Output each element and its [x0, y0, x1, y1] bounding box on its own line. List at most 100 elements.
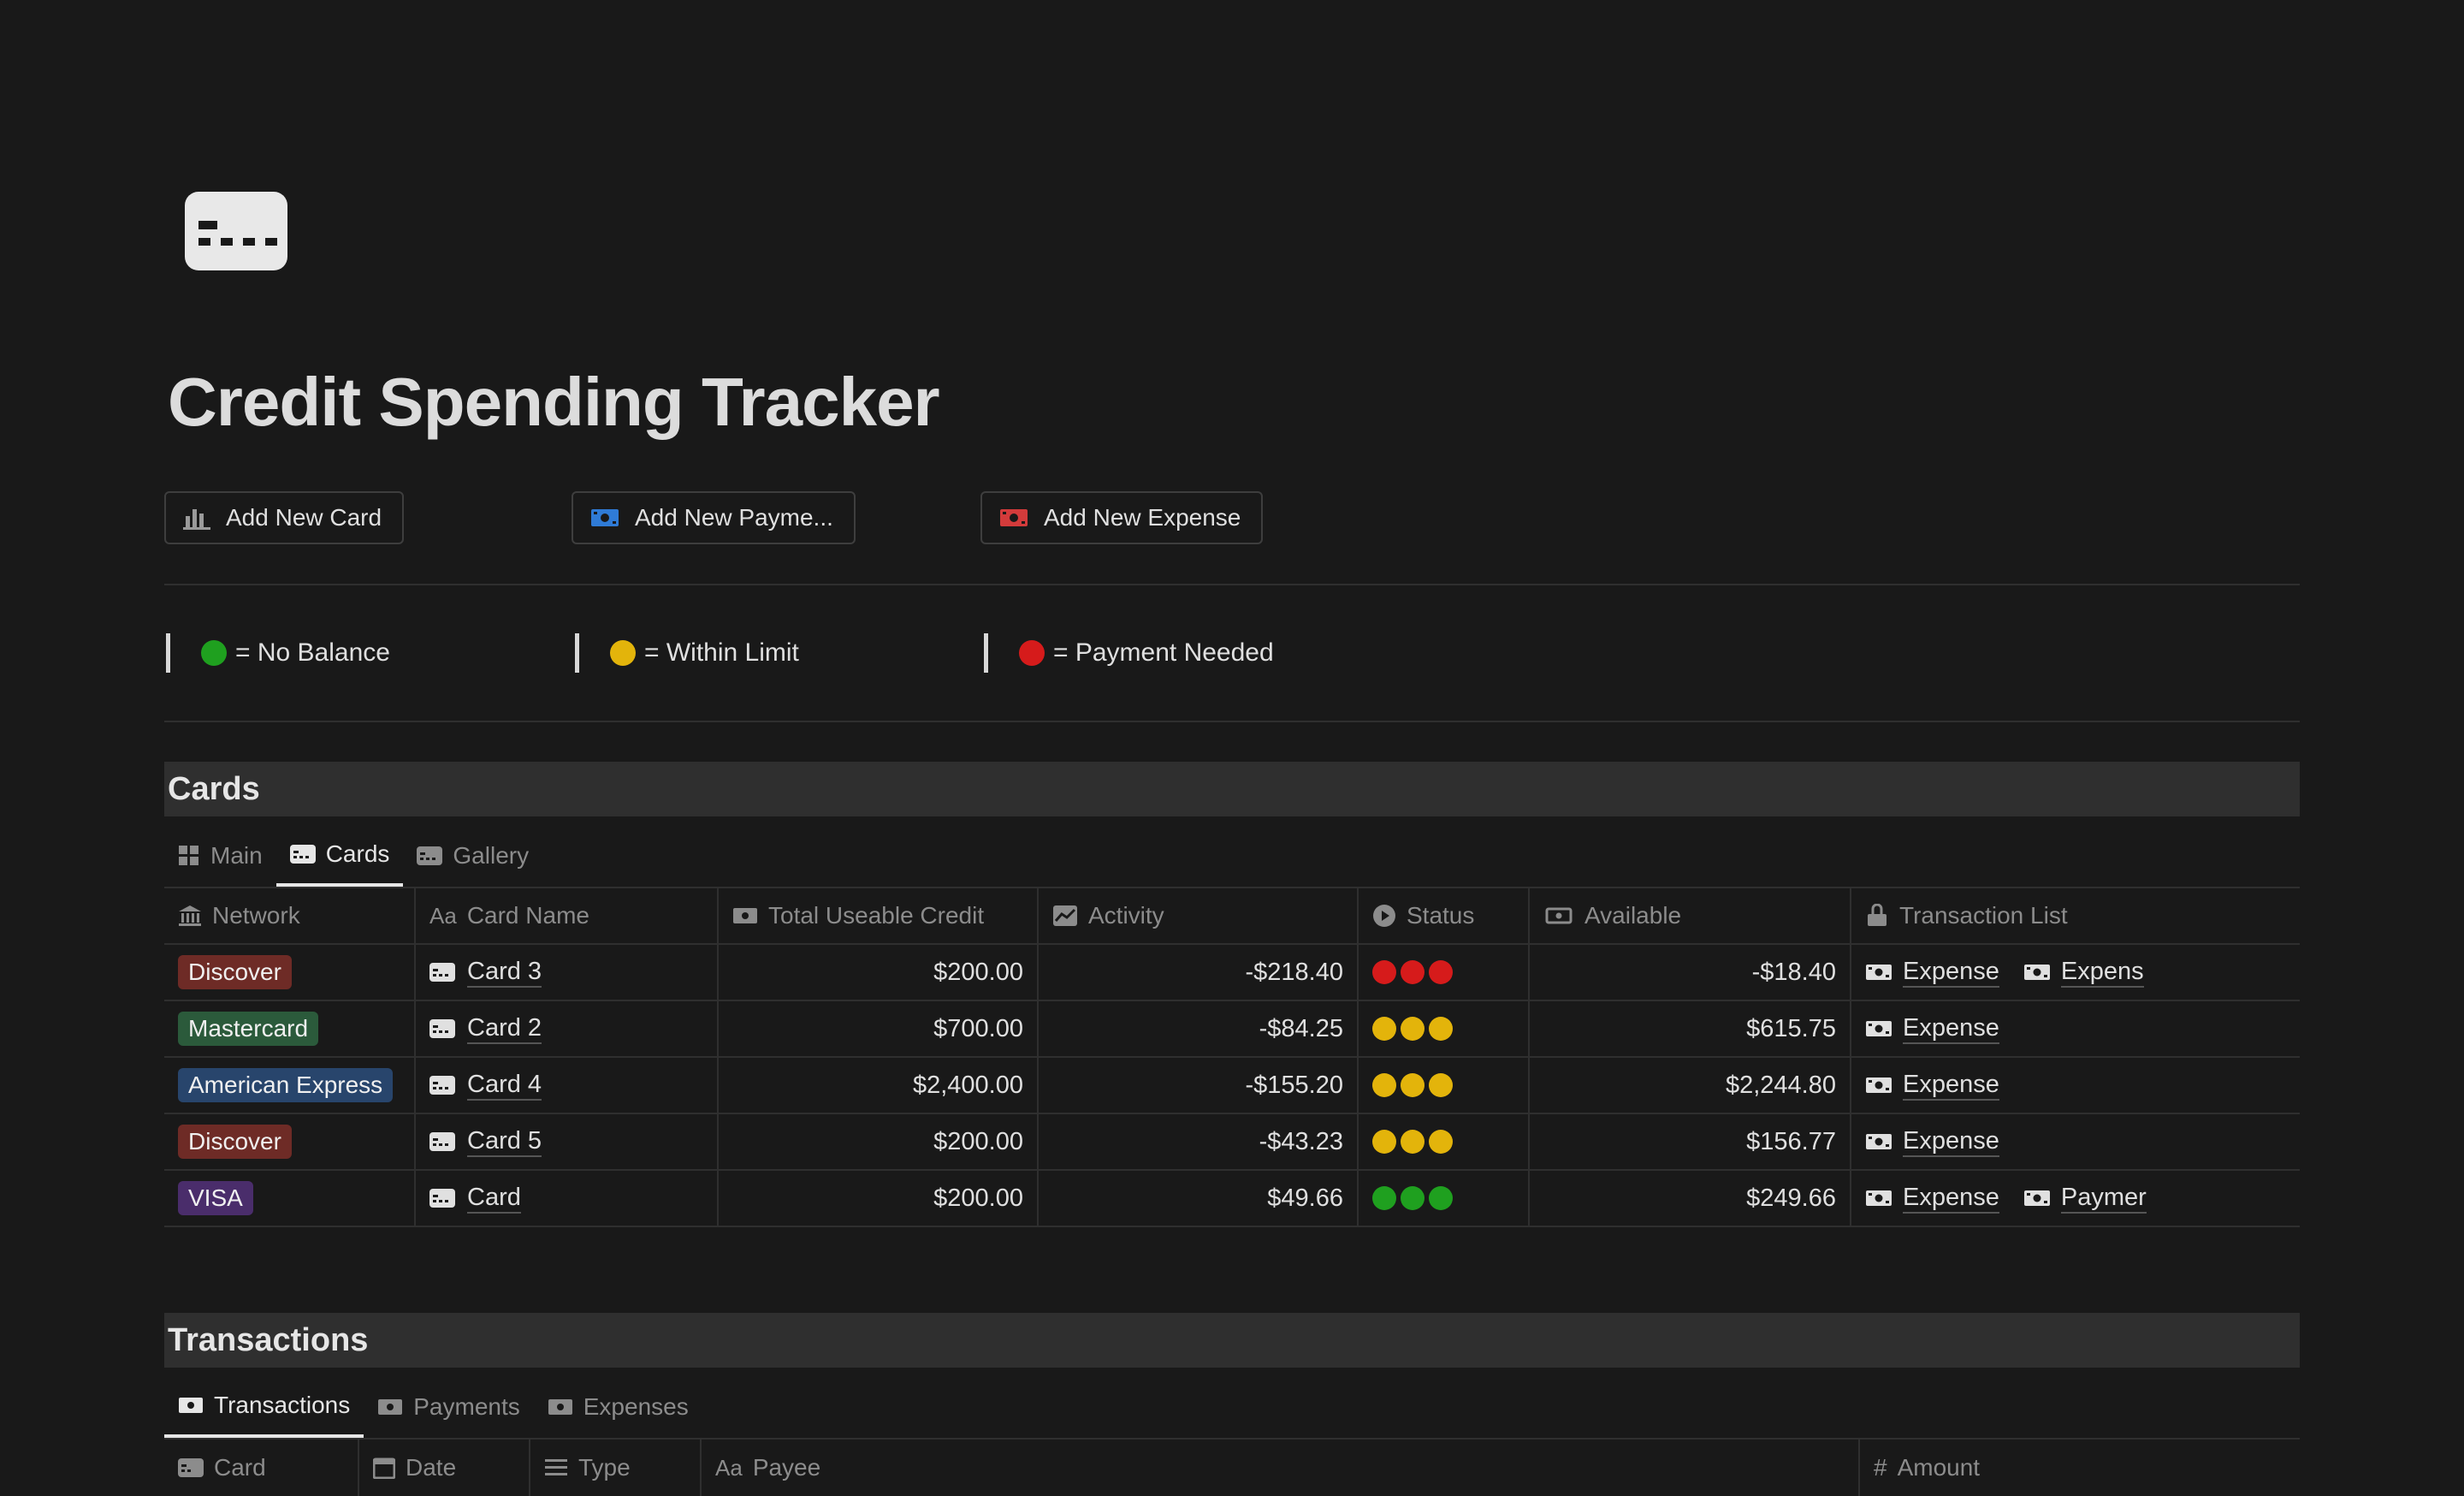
green-circle-icon	[1372, 1186, 1396, 1210]
column-header-status[interactable]: Status	[1359, 888, 1530, 943]
card-name-cell[interactable]: Card 4	[416, 1058, 719, 1113]
network-cell[interactable]: Discover	[164, 1114, 416, 1169]
bank-icon	[178, 904, 202, 928]
bar-chart-icon	[183, 506, 210, 530]
activity-cell: -$43.23	[1039, 1114, 1359, 1169]
yellow-circle-icon	[1429, 1130, 1453, 1154]
money-icon	[1865, 1076, 1892, 1095]
add-new-card-button[interactable]: Add New Card	[164, 491, 405, 544]
tab-transactions[interactable]: Transactions	[164, 1376, 364, 1438]
red-circle-icon	[1401, 960, 1424, 984]
yellow-circle-icon	[610, 640, 636, 666]
transaction-link[interactable]: Paymer	[2023, 1183, 2147, 1214]
column-header-payee[interactable]: Aa Payee	[702, 1440, 1860, 1496]
tab-main[interactable]: Main	[164, 825, 276, 887]
available-cell: $156.77	[1530, 1114, 1851, 1169]
money-icon	[2023, 1189, 2051, 1208]
add-new-payment-button[interactable]: Add New Payme...	[572, 491, 856, 544]
credit-card-icon	[429, 1076, 455, 1095]
tab-payments[interactable]: Payments	[364, 1376, 534, 1438]
transaction-list-cell[interactable]: Expense	[1851, 1058, 2300, 1113]
card-name-link[interactable]: Card 5	[467, 1126, 542, 1157]
table-row[interactable]: Discover Card 3 $200.00 -$218.40 -$18.40 Expe…	[164, 945, 2300, 1001]
card-name-link[interactable]: Card	[467, 1183, 521, 1214]
transaction-list-cell[interactable]: Expense Expens	[1851, 945, 2300, 1000]
money-icon	[2023, 963, 2051, 982]
card-name-link[interactable]: Card 4	[467, 1070, 542, 1101]
money-icon	[1865, 1132, 1892, 1151]
network-tag: Mastercard	[178, 1012, 319, 1046]
list-icon	[544, 1457, 568, 1479]
column-header-transaction-list[interactable]: Transaction List	[1851, 888, 2300, 943]
add-new-expense-button[interactable]: Add New Expense	[980, 491, 1264, 544]
available-cell: $615.75	[1530, 1001, 1851, 1056]
transactions-view-tabs: Transactions Payments Expenses	[164, 1376, 2300, 1438]
activity-cell: -$84.25	[1039, 1001, 1359, 1056]
green-circle-icon	[1401, 1186, 1424, 1210]
transaction-link[interactable]: Expense	[1865, 957, 1999, 988]
total-credit-cell: $200.00	[719, 1114, 1039, 1169]
column-header-amount[interactable]: # Amount	[1874, 1454, 1981, 1481]
grid-icon	[178, 845, 200, 867]
cards-table: Network Aa Card Name Total Useable Credi…	[164, 887, 2300, 1227]
network-cell[interactable]: American Express	[164, 1058, 416, 1113]
card-name-cell[interactable]: Card 3	[416, 945, 719, 1000]
blue-money-icon	[590, 508, 619, 528]
transaction-list-cell[interactable]: Expense	[1851, 1114, 2300, 1169]
transaction-link[interactable]: Expens	[2023, 957, 2144, 988]
column-header-type[interactable]: Type	[530, 1440, 702, 1496]
money-icon	[548, 1398, 573, 1416]
available-cell: $2,244.80	[1530, 1058, 1851, 1113]
transaction-link[interactable]: Expense	[1865, 1070, 1999, 1101]
table-row[interactable]: Discover Card 5 $200.00 -$43.23 $156.77 Expen…	[164, 1114, 2300, 1171]
available-cell: $249.66	[1530, 1171, 1851, 1226]
card-name-cell[interactable]: Card 5	[416, 1114, 719, 1169]
transaction-link[interactable]: Expense	[1865, 1013, 1999, 1044]
card-name-cell[interactable]: Card 2	[416, 1001, 719, 1056]
cards-view-tabs: Main Cards Gallery	[164, 825, 2300, 887]
credit-card-icon	[417, 846, 443, 865]
transaction-list-cell[interactable]: Expense	[1851, 1001, 2300, 1056]
table-header-row: Network Aa Card Name Total Useable Credi…	[164, 887, 2300, 945]
credit-card-icon	[429, 1019, 455, 1038]
column-header-date[interactable]: Date	[359, 1440, 530, 1496]
yellow-circle-icon	[1401, 1017, 1424, 1041]
card-name-link[interactable]: Card 2	[467, 1013, 542, 1044]
card-name-link[interactable]: Card 3	[467, 957, 542, 988]
money-icon	[1865, 1019, 1892, 1038]
transaction-link[interactable]: Expense	[1865, 1183, 1999, 1214]
red-circle-icon	[1019, 640, 1045, 666]
available-cell: -$18.40	[1530, 945, 1851, 1000]
tab-gallery[interactable]: Gallery	[403, 825, 542, 887]
credit-card-icon	[429, 1189, 455, 1208]
legend-within-limit: = Within Limit	[575, 633, 799, 673]
column-header-available[interactable]: Available	[1530, 888, 1851, 943]
credit-card-icon	[185, 192, 287, 270]
table-row[interactable]: VISA Card $200.00 $49.66 $249.66 Expense Payme…	[164, 1171, 2300, 1227]
transaction-link[interactable]: Expense	[1865, 1126, 1999, 1157]
tab-cards[interactable]: Cards	[275, 825, 404, 887]
network-tag: Discover	[178, 1125, 292, 1159]
activity-cell: -$218.40	[1039, 945, 1359, 1000]
network-cell[interactable]: VISA	[164, 1171, 416, 1226]
yellow-circle-icon	[1372, 1130, 1396, 1154]
tab-expenses[interactable]: Expenses	[534, 1376, 702, 1438]
network-cell[interactable]: Discover	[164, 945, 416, 1000]
network-cell[interactable]: Mastercard	[164, 1001, 416, 1056]
column-header-activity[interactable]: Activity	[1039, 888, 1359, 943]
arrow-up-right-icon	[1865, 904, 1889, 928]
divider	[164, 721, 2300, 722]
card-name-cell[interactable]: Card	[416, 1171, 719, 1226]
credit-card-icon	[429, 963, 455, 982]
column-header-total-useable-credit[interactable]: Total Useable Credit	[719, 888, 1039, 943]
money-wings-icon	[1543, 906, 1574, 925]
column-header-network[interactable]: Network	[164, 888, 416, 943]
calendar-icon	[373, 1457, 395, 1479]
table-row[interactable]: Mastercard Card 2 $700.00 -$84.25 $615.75 Exp…	[164, 1001, 2300, 1058]
column-header-card-name[interactable]: Aa Card Name	[416, 888, 719, 943]
column-header-card[interactable]: Card	[164, 1440, 359, 1496]
activity-cell: $49.66	[1039, 1171, 1359, 1226]
table-row[interactable]: American Express Card 4 $2,400.00 -$155.20 $…	[164, 1058, 2300, 1114]
credit-card-icon	[178, 1458, 204, 1477]
transaction-list-cell[interactable]: Expense Paymer	[1851, 1171, 2300, 1226]
